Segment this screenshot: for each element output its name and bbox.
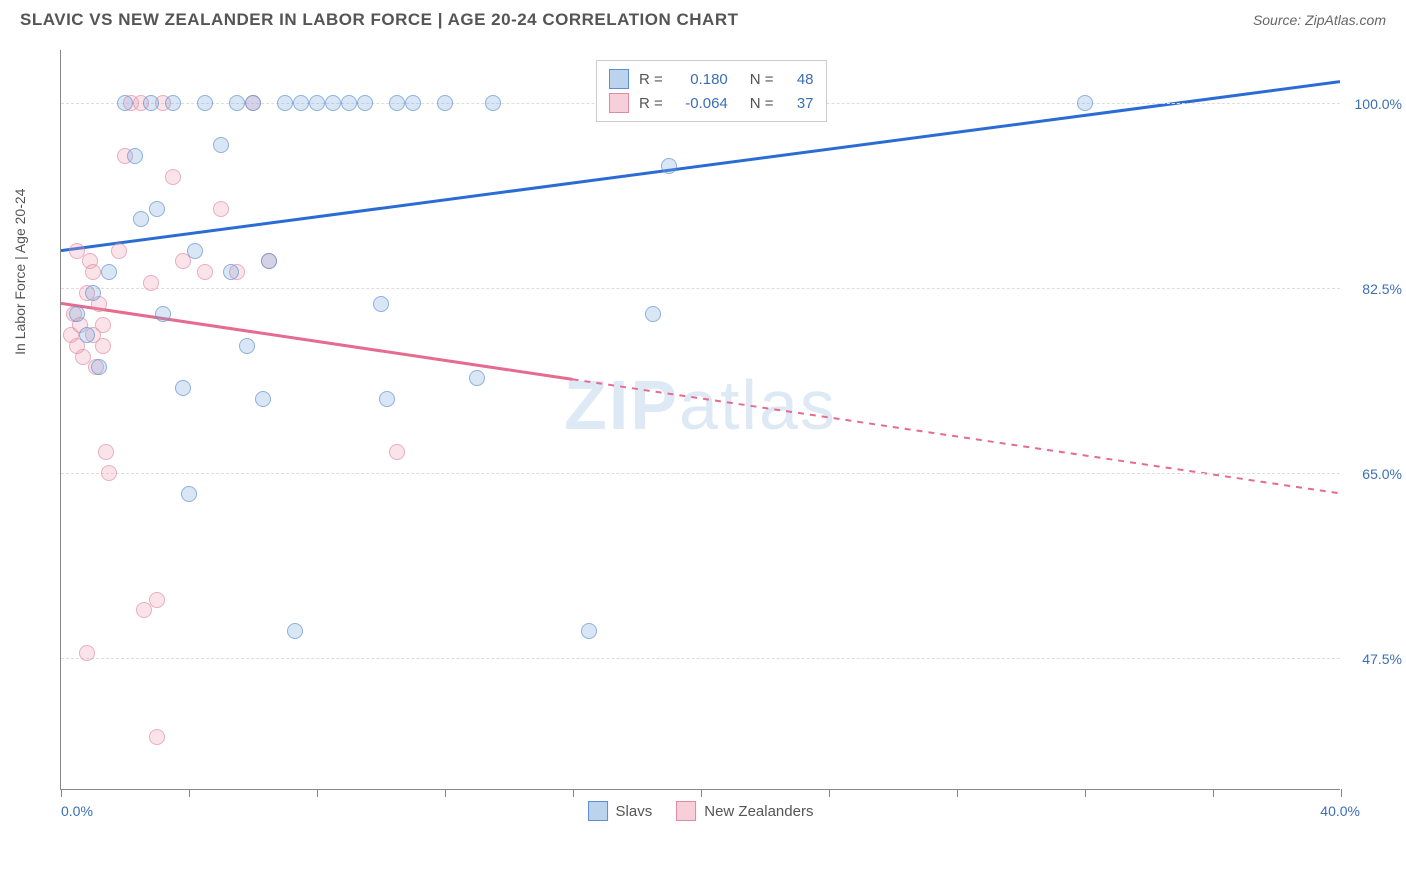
data-point <box>341 95 357 111</box>
x-axis-start-label: 0.0% <box>61 803 93 819</box>
y-tick-label: 100.0% <box>1355 96 1402 112</box>
data-point <box>133 211 149 227</box>
data-point <box>175 380 191 396</box>
data-point <box>379 391 395 407</box>
swatch-blue-icon <box>609 69 629 89</box>
x-tick <box>1085 789 1086 797</box>
data-point <box>223 264 239 280</box>
data-point <box>117 95 133 111</box>
y-tick-label: 47.5% <box>1362 651 1402 667</box>
x-tick <box>701 789 702 797</box>
data-point <box>229 95 245 111</box>
data-point <box>213 201 229 217</box>
data-point <box>405 95 421 111</box>
data-point <box>85 285 101 301</box>
gridline: 82.5% <box>61 288 1340 289</box>
x-tick <box>317 789 318 797</box>
data-point <box>165 95 181 111</box>
stats-legend: R = 0.180 N = 48 R = -0.064 N = 37 <box>596 60 827 122</box>
data-point <box>101 264 117 280</box>
data-point <box>149 592 165 608</box>
data-point <box>143 275 159 291</box>
x-tick <box>61 789 62 797</box>
data-point <box>1077 95 1093 111</box>
source-attribution: Source: ZipAtlas.com <box>1253 12 1386 28</box>
gridline: 65.0% <box>61 473 1340 474</box>
data-point <box>437 95 453 111</box>
y-tick-label: 82.5% <box>1362 281 1402 297</box>
x-tick <box>445 789 446 797</box>
data-point <box>155 306 171 322</box>
chart-header: SLAVIC VS NEW ZEALANDER IN LABOR FORCE |… <box>0 0 1406 30</box>
data-point <box>187 243 203 259</box>
gridline: 47.5% <box>61 658 1340 659</box>
data-point <box>357 95 373 111</box>
data-point <box>645 306 661 322</box>
data-point <box>485 95 501 111</box>
data-point <box>69 306 85 322</box>
y-tick-label: 65.0% <box>1362 466 1402 482</box>
data-point <box>143 95 159 111</box>
swatch-pink-icon <box>676 801 696 821</box>
swatch-pink-icon <box>609 93 629 113</box>
data-point <box>255 391 271 407</box>
data-point <box>325 95 341 111</box>
data-point <box>197 95 213 111</box>
plot-area: ZIPatlas 100.0%82.5%65.0%47.5% R = 0.180… <box>60 50 1340 790</box>
data-point <box>127 148 143 164</box>
data-point <box>581 623 597 639</box>
stats-row-nz: R = -0.064 N = 37 <box>609 91 814 115</box>
swatch-blue-icon <box>588 801 608 821</box>
x-tick <box>1213 789 1214 797</box>
data-point <box>277 95 293 111</box>
watermark: ZIPatlas <box>564 365 837 445</box>
data-point <box>91 359 107 375</box>
x-tick <box>1341 789 1342 797</box>
data-point <box>469 370 485 386</box>
data-point <box>661 158 677 174</box>
data-point <box>101 465 117 481</box>
series-legend: Slavs New Zealanders <box>588 801 814 821</box>
data-point <box>261 253 277 269</box>
chart-title: SLAVIC VS NEW ZEALANDER IN LABOR FORCE |… <box>20 10 738 30</box>
data-point <box>197 264 213 280</box>
x-tick <box>957 789 958 797</box>
data-point <box>149 201 165 217</box>
data-point <box>309 95 325 111</box>
data-point <box>213 137 229 153</box>
data-point <box>98 444 114 460</box>
data-point <box>69 243 85 259</box>
x-axis-end-label: 40.0% <box>1320 803 1360 819</box>
data-point <box>287 623 303 639</box>
trend-lines-svg <box>61 50 1340 789</box>
data-point <box>111 243 127 259</box>
data-point <box>165 169 181 185</box>
data-point <box>181 486 197 502</box>
data-point <box>239 338 255 354</box>
data-point <box>95 317 111 333</box>
stats-row-slavs: R = 0.180 N = 48 <box>609 67 814 91</box>
data-point <box>389 95 405 111</box>
x-tick <box>573 789 574 797</box>
chart-container: In Labor Force | Age 20-24 ZIPatlas 100.… <box>40 50 1370 810</box>
x-tick <box>189 789 190 797</box>
data-point <box>95 338 111 354</box>
data-point <box>149 729 165 745</box>
data-point <box>136 602 152 618</box>
data-point <box>245 95 261 111</box>
data-point <box>79 327 95 343</box>
x-tick <box>829 789 830 797</box>
data-point <box>85 264 101 280</box>
data-point <box>389 444 405 460</box>
data-point <box>79 645 95 661</box>
legend-item-slavs: Slavs <box>588 801 653 821</box>
legend-item-nz: New Zealanders <box>676 801 813 821</box>
data-point <box>373 296 389 312</box>
data-point <box>293 95 309 111</box>
y-axis-label: In Labor Force | Age 20-24 <box>12 189 28 355</box>
